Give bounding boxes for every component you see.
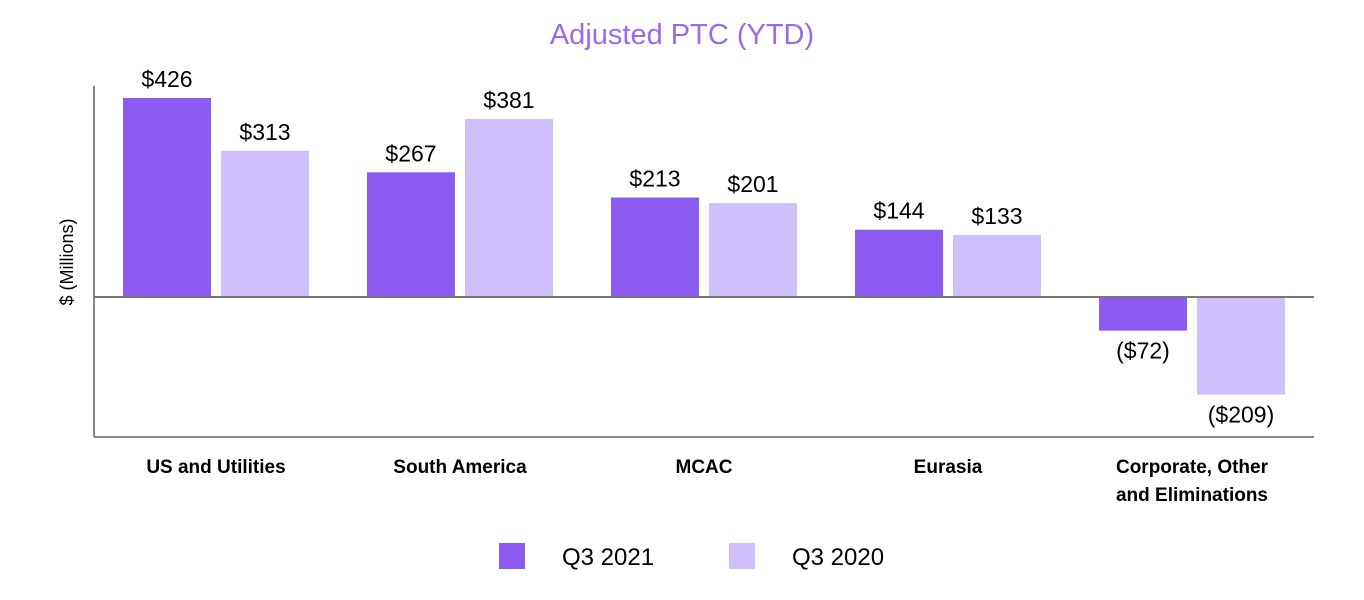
legend-swatch-q3-2020 [729,543,755,569]
legend: Q3 2021 Q3 2020 [499,543,884,571]
category-labels: US and Utilities South America MCAC Eurasia… [146,457,1268,506]
bar-q3-2021-1 [367,172,455,297]
value-label-q3-2021-1: $267 [385,140,436,166]
bar-q3-2020-3 [953,234,1041,297]
category-label-4-line-1: and Eliminations [1116,485,1268,506]
chart-title: Adjusted PTC (YTD) [550,19,814,51]
value-label-q3-2021-4: ($72) [1116,338,1170,364]
value-label-q3-2020-4: ($209) [1208,402,1274,428]
category-label-2: MCAC [676,457,733,478]
value-label-q3-2020-1: $381 [483,87,534,113]
bar-q3-2021-0 [123,98,211,297]
value-label-q3-2020-3: $133 [971,203,1022,229]
value-label-q3-2021-0: $426 [141,66,192,92]
bars-layer [123,98,1285,395]
category-label-0: US and Utilities [146,457,285,478]
category-label-3: Eurasia [914,457,983,478]
bar-q3-2020-0 [221,150,309,297]
legend-label-q3-2020: Q3 2020 [792,544,884,571]
legend-label-q3-2021: Q3 2021 [562,544,654,571]
category-label-1: South America [393,457,527,478]
value-label-q3-2021-2: $213 [629,166,680,192]
bar-q3-2020-4 [1197,297,1285,395]
legend-swatch-q3-2021 [499,543,525,569]
bar-q3-2021-2 [611,197,699,297]
value-label-q3-2021-3: $144 [873,198,924,224]
bar-q3-2021-4 [1099,297,1187,331]
value-label-q3-2020-0: $313 [239,119,290,145]
value-labels: $426 $267 $213 $144 ($72) $313 $381 $201 $133 ($2… [141,66,1274,428]
y-axis-label: $ (Millions) [57,218,77,305]
bar-q3-2021-3 [855,229,943,297]
bar-q3-2020-1 [465,119,553,298]
value-label-q3-2020-2: $201 [727,171,778,197]
bar-q3-2020-2 [709,203,797,297]
category-label-4-line-0: Corporate, Other [1116,457,1269,478]
